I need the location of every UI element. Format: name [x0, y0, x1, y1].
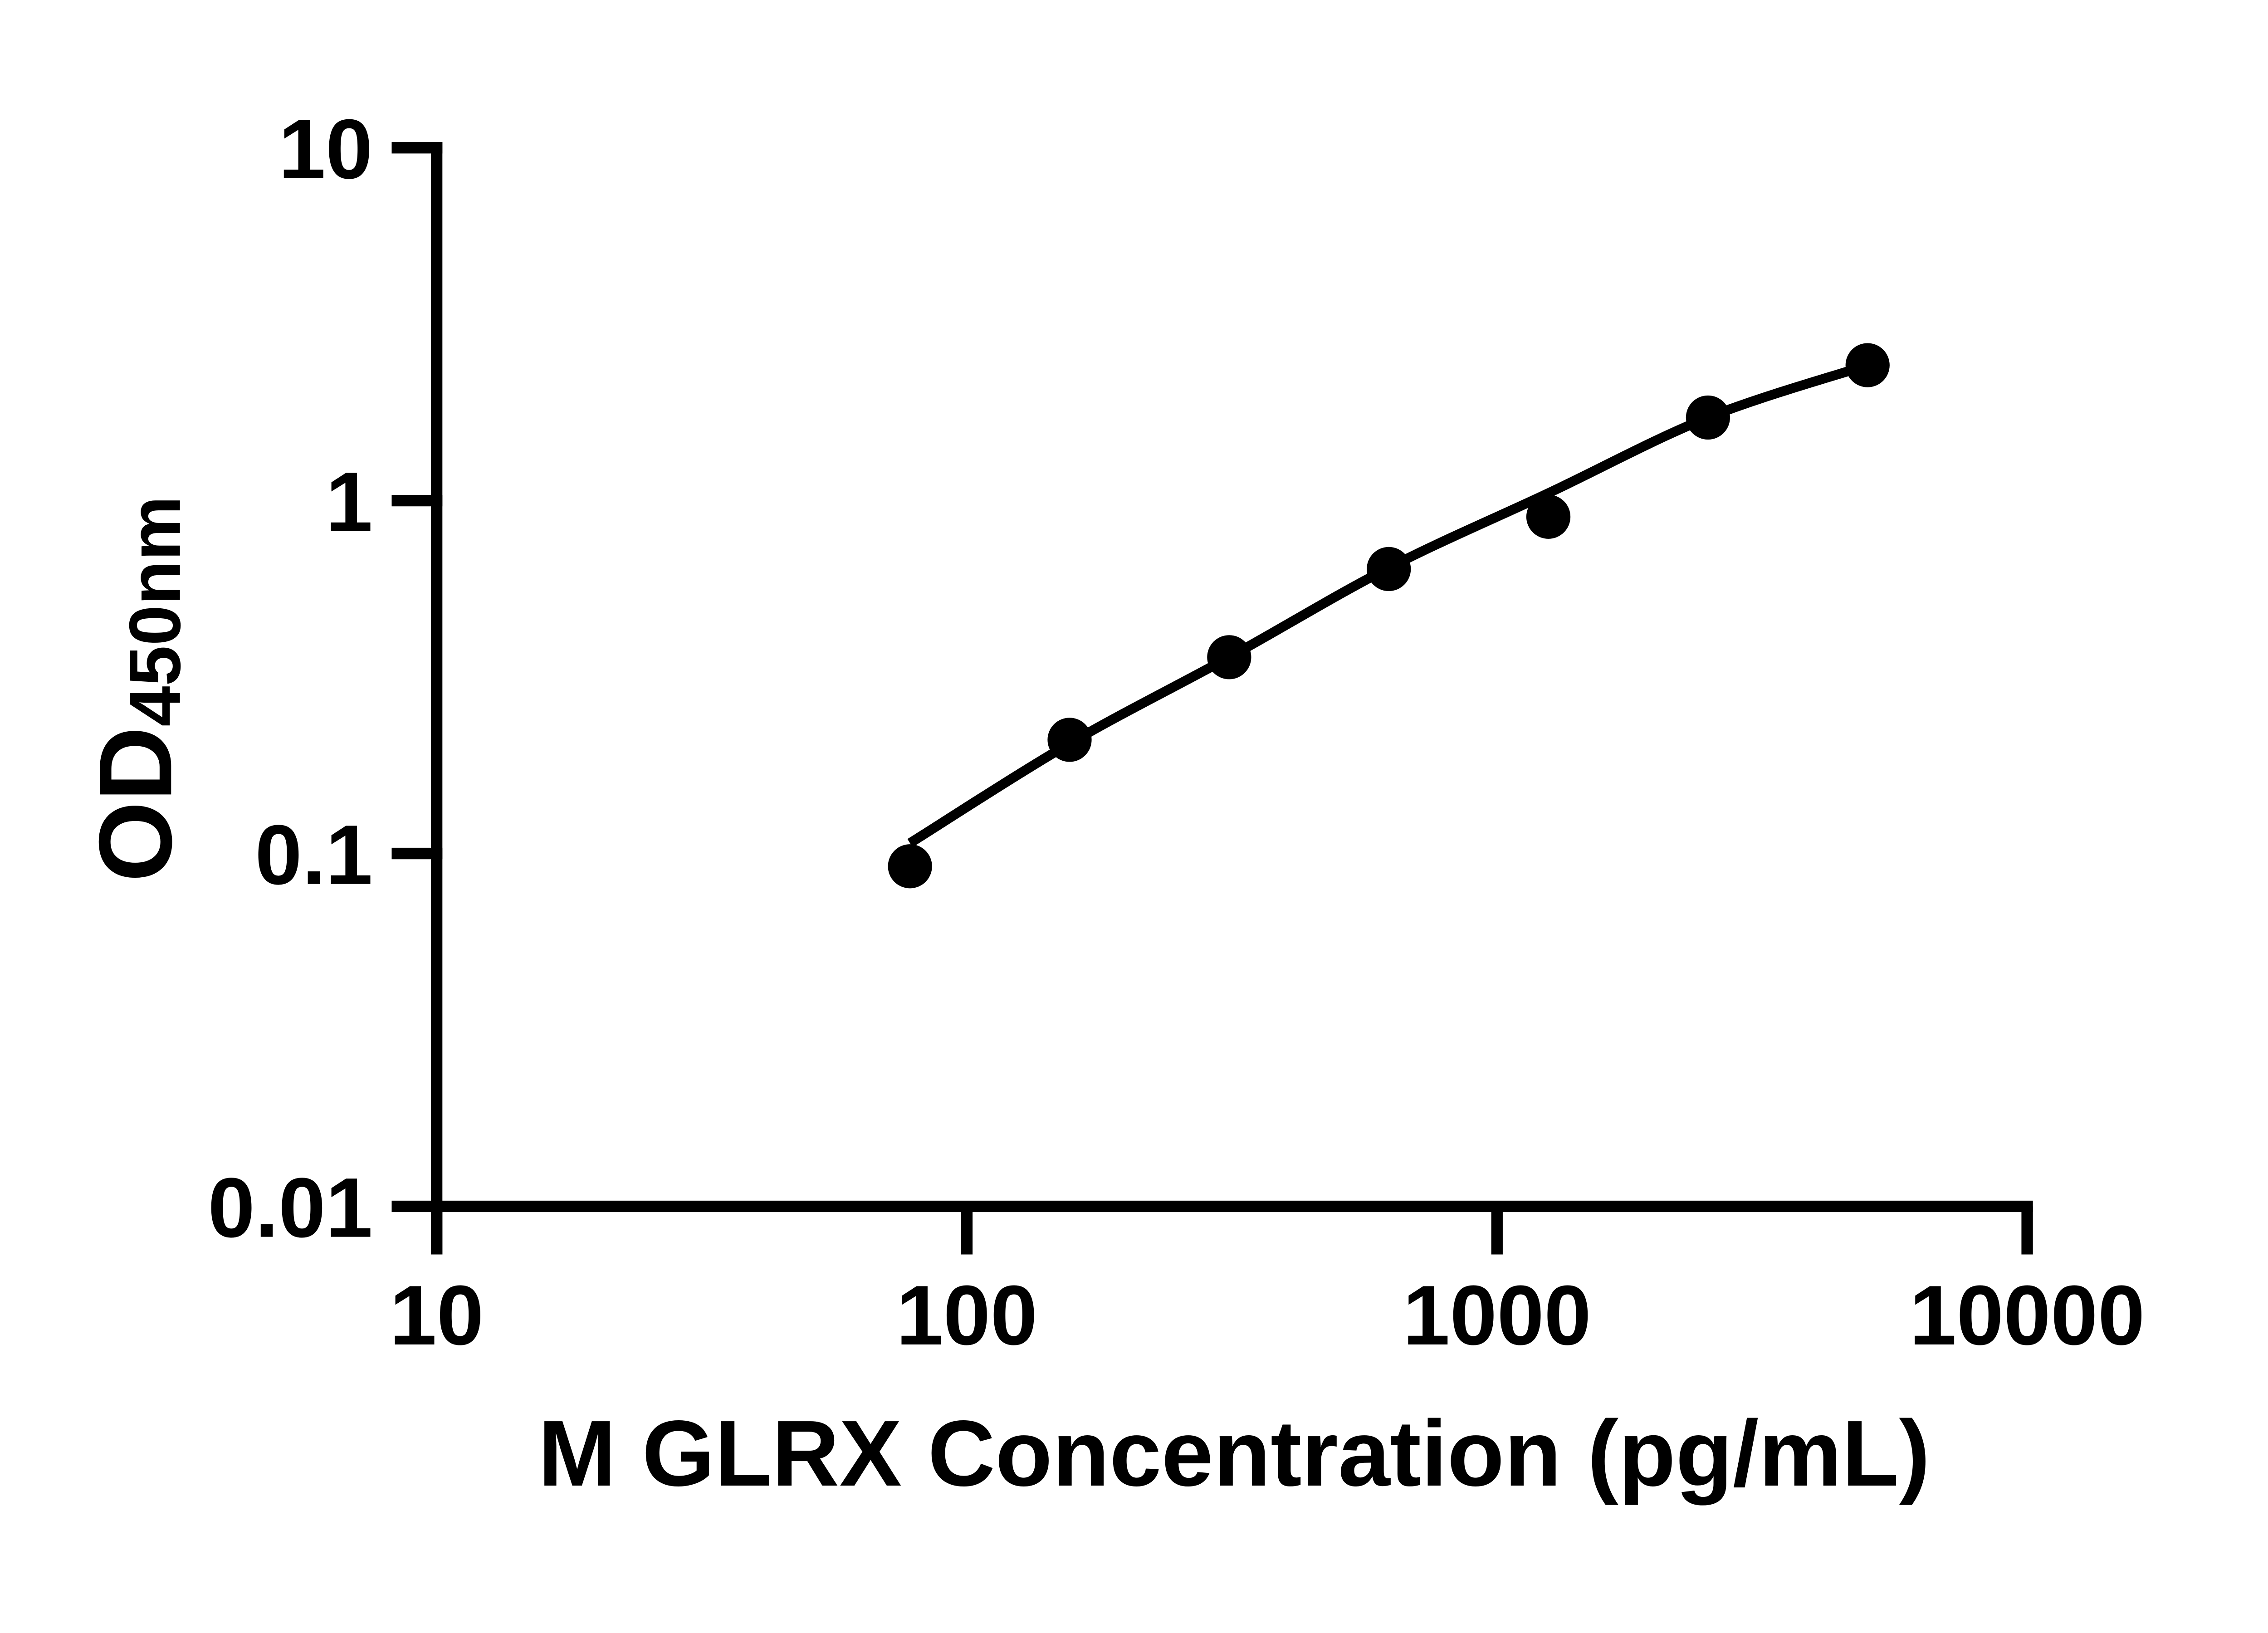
axes-layer	[431, 142, 2033, 1255]
elisa-standard-curve-figure: 10 100 1000 10000 10 1 0.1 0.01 M GLRX Concentr…	[78, 101, 2145, 1506]
data-point-7	[1845, 343, 1890, 387]
y-tick-label-10: 10	[279, 102, 373, 196]
fit-curve	[907, 360, 1869, 847]
y-tick-label-0.1: 0.1	[255, 807, 373, 902]
data-point-5	[1526, 494, 1571, 539]
x-tick-label-10000: 10000	[1910, 1268, 2145, 1363]
data-point-2	[1047, 718, 1092, 762]
data-point-4	[1367, 547, 1411, 592]
x-tick-label-1000: 1000	[1403, 1268, 1591, 1363]
standard-curve-chart: 10 100 1000 10000 10 1 0.1 0.01 M GLRX Concentr…	[78, 101, 2145, 1506]
y-tick-label-0.01: 0.01	[208, 1160, 372, 1255]
data-point-6	[1686, 395, 1730, 440]
x-tick-label-100: 100	[896, 1268, 1037, 1363]
y-axis-title-subscript: 450nm	[114, 496, 196, 726]
data-point-1	[888, 844, 932, 889]
series-layer	[888, 343, 1890, 889]
tick-labels-layer: 10 100 1000 10000 10 1 0.1 0.01	[208, 102, 2145, 1363]
y-axis-title: OD450nm	[78, 496, 195, 882]
data-point-3	[1207, 635, 1251, 680]
x-tick-label-10: 10	[390, 1268, 484, 1363]
x-axis-title: M GLRX Concentration (pg/mL)	[538, 1401, 1930, 1506]
y-tick-label-1: 1	[326, 455, 373, 549]
ticks-layer	[391, 142, 2033, 1255]
y-axis-title-main: OD	[78, 727, 193, 882]
